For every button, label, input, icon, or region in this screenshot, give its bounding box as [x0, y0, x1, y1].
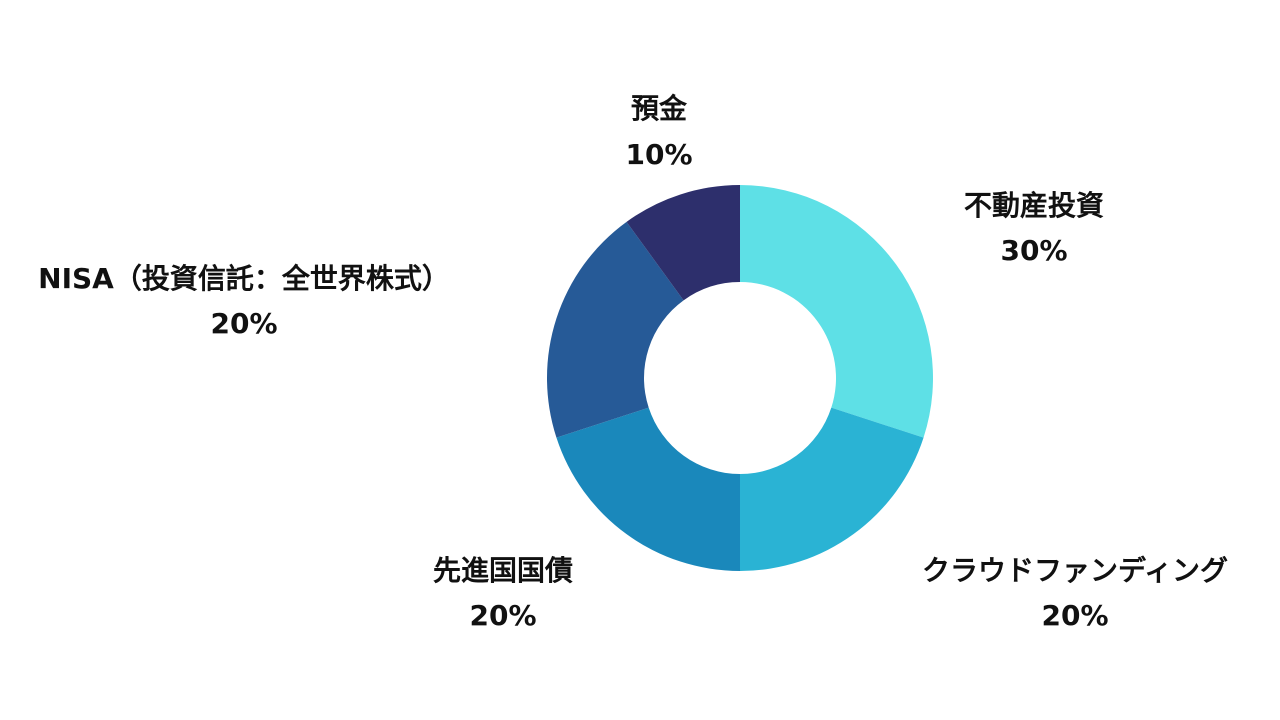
- slice-developed-bonds: [556, 407, 740, 571]
- slice-name-nisa: NISA（投資信託：全世界株式）: [38, 262, 450, 295]
- slice-value-crowdfunding: 20%: [1041, 599, 1108, 632]
- slice-label-crowdfunding: クラウドファンディング 20%: [922, 554, 1228, 632]
- slice-crowdfunding: [740, 407, 924, 571]
- slice-nisa: [547, 221, 684, 438]
- donut-slices: [547, 185, 933, 571]
- slice-value-real-estate: 30%: [1000, 234, 1067, 267]
- slice-labels: 不動産投資30%クラウドファンディング20%先進国国債20%NISA（投資信託：…: [38, 92, 1228, 632]
- slice-value-developed-bonds: 20%: [469, 599, 536, 632]
- slice-value-nisa: 20%: [210, 307, 277, 340]
- slice-name-real-estate: 不動産投資: [964, 189, 1104, 222]
- slice-deposit: [626, 185, 740, 301]
- slice-name-developed-bonds: 先進国国債: [433, 554, 573, 587]
- slice-label-nisa: NISA（投資信託：全世界株式） 20%: [38, 262, 450, 340]
- slice-name-deposit: 預金: [631, 92, 688, 125]
- slice-label-real-estate: 不動産投資 30%: [964, 189, 1104, 267]
- slice-real-estate: [740, 185, 933, 438]
- slice-label-deposit: 預金 10%: [625, 92, 692, 171]
- slice-name-crowdfunding: クラウドファンディング: [922, 554, 1228, 587]
- slice-label-developed-bonds: 先進国国債 20%: [433, 554, 573, 632]
- slice-value-deposit: 10%: [625, 138, 692, 171]
